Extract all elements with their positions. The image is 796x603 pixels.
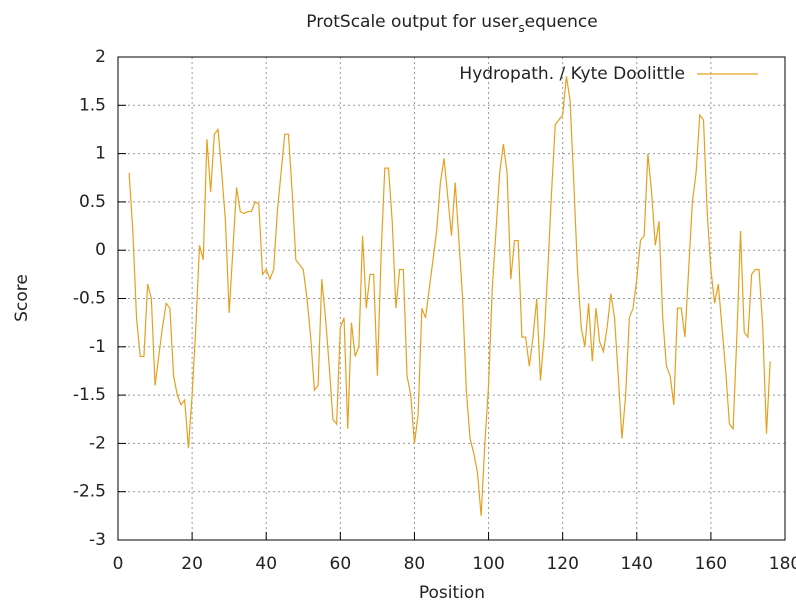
x-tick-label: 0 bbox=[113, 554, 124, 574]
x-tick-label: 180 bbox=[769, 554, 796, 574]
y-axis-label: Score bbox=[12, 274, 32, 322]
y-tick-label: -1 bbox=[89, 337, 106, 357]
y-tick-label: -2.5 bbox=[73, 482, 106, 502]
data-line bbox=[128, 76, 771, 516]
y-tick-label: -2 bbox=[89, 433, 106, 453]
x-tick-label: 100 bbox=[472, 554, 504, 574]
chart-title: ProtScale output for usersequence bbox=[306, 12, 597, 35]
y-tick-label: -0.5 bbox=[73, 289, 106, 309]
x-tick-label: 140 bbox=[621, 554, 653, 574]
y-tick-label: 1 bbox=[95, 144, 106, 164]
x-tick-label: 120 bbox=[546, 554, 578, 574]
title-text: ProtScale output for user bbox=[306, 12, 518, 32]
plot-border bbox=[117, 56, 786, 541]
y-tick-label: 0 bbox=[95, 240, 106, 260]
title-text: equence bbox=[525, 12, 598, 32]
title-subscript: s bbox=[518, 21, 524, 35]
x-tick-label: 40 bbox=[255, 554, 277, 574]
y-tick-label: -1.5 bbox=[73, 385, 106, 405]
y-tick-label: 1.5 bbox=[79, 95, 106, 115]
x-tick-label: 160 bbox=[695, 554, 727, 574]
x-tick-label: 20 bbox=[181, 554, 203, 574]
y-tick-label: 2 bbox=[95, 47, 106, 67]
y-tick-label: 0.5 bbox=[79, 192, 106, 212]
y-tick-label: -3 bbox=[89, 530, 106, 550]
x-axis-label: Position bbox=[419, 583, 485, 603]
legend-label: Hydropath. / Kyte Doolittle bbox=[459, 64, 685, 84]
x-tick-label: 80 bbox=[404, 554, 426, 574]
x-tick-label: 60 bbox=[330, 554, 352, 574]
